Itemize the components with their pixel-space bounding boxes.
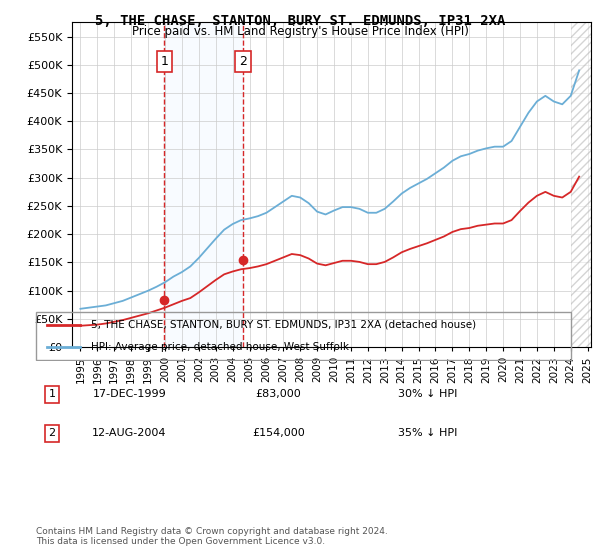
Text: 2: 2 bbox=[239, 55, 247, 68]
Text: HPI: Average price, detached house, West Suffolk: HPI: Average price, detached house, West… bbox=[91, 342, 349, 352]
Text: Price paid vs. HM Land Registry's House Price Index (HPI): Price paid vs. HM Land Registry's House … bbox=[131, 25, 469, 38]
Text: 5, THE CHASE, STANTON, BURY ST. EDMUNDS, IP31 2XA: 5, THE CHASE, STANTON, BURY ST. EDMUNDS,… bbox=[95, 14, 505, 28]
Text: 30% ↓ HPI: 30% ↓ HPI bbox=[398, 389, 457, 399]
Text: 35% ↓ HPI: 35% ↓ HPI bbox=[398, 428, 457, 438]
Text: 5, THE CHASE, STANTON, BURY ST. EDMUNDS, IP31 2XA (detached house): 5, THE CHASE, STANTON, BURY ST. EDMUNDS,… bbox=[91, 320, 476, 330]
Text: 1: 1 bbox=[49, 389, 56, 399]
Text: Contains HM Land Registry data © Crown copyright and database right 2024.
This d: Contains HM Land Registry data © Crown c… bbox=[36, 526, 388, 546]
Bar bbox=[164, 22, 243, 347]
Text: 1: 1 bbox=[160, 55, 168, 68]
Text: 2: 2 bbox=[49, 428, 56, 438]
Text: £83,000: £83,000 bbox=[256, 389, 301, 399]
Text: £154,000: £154,000 bbox=[252, 428, 305, 438]
Text: 12-AUG-2004: 12-AUG-2004 bbox=[92, 428, 167, 438]
Text: 17-DEC-1999: 17-DEC-1999 bbox=[92, 389, 166, 399]
